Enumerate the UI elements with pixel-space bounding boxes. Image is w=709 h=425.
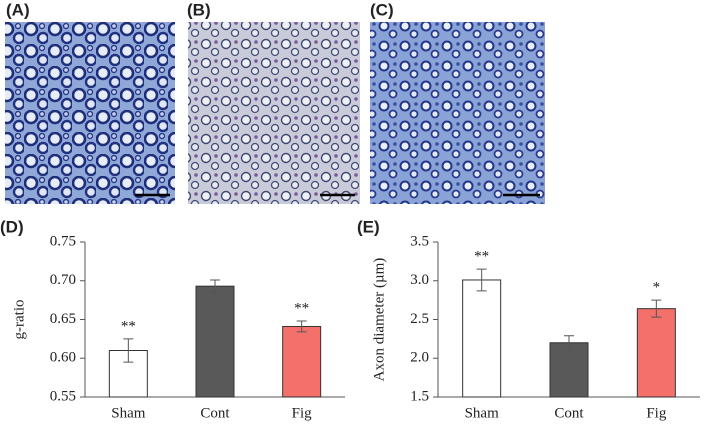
- micrograph-image: [5, 22, 175, 204]
- bar: [282, 325, 322, 398]
- error-bar: [651, 299, 662, 318]
- panel-label: (B): [187, 0, 211, 19]
- micrograph-b: (B): [187, 0, 360, 204]
- error-bar: [123, 338, 134, 363]
- y-tick-label: 0.60: [50, 350, 76, 366]
- y-tick-label: 3.5: [410, 233, 429, 249]
- significance-label: **: [121, 318, 136, 334]
- y-tick-label: 0.75: [50, 233, 76, 249]
- bar: [636, 308, 676, 398]
- micrograph-image: [188, 22, 360, 204]
- significance-label: **: [294, 300, 309, 316]
- y-tick-label: 3.0: [410, 272, 429, 288]
- micrograph-image: [370, 22, 545, 204]
- y-tick-label: 0.55: [50, 388, 76, 404]
- significance-label: **: [474, 249, 489, 265]
- significance-label: *: [653, 280, 661, 296]
- y-tick-label: 0.70: [50, 272, 76, 288]
- x-tick-label: Fig: [292, 405, 313, 421]
- bar: [549, 342, 589, 398]
- error-bar: [476, 268, 487, 292]
- panel-label: (D): [0, 217, 24, 236]
- y-axis-label: g-ratio: [11, 300, 27, 340]
- bar: [195, 285, 235, 398]
- panel-label: (C): [370, 0, 394, 19]
- error-bar: [564, 335, 574, 351]
- bar: [462, 279, 502, 398]
- panel-label: (A): [6, 0, 30, 19]
- x-tick-label: Sham: [465, 405, 500, 421]
- y-axis-label: Axon diameter (µm): [371, 258, 387, 382]
- error-bar: [210, 279, 220, 293]
- x-tick-label: Sham: [111, 405, 146, 421]
- y-tick-label: 0.65: [50, 311, 76, 327]
- panel-label: (E): [357, 217, 380, 236]
- x-tick-label: Cont: [554, 405, 584, 421]
- y-tick-label: 1.5: [410, 388, 429, 404]
- y-tick-label: 2.5: [410, 311, 429, 327]
- micrograph-c: (C): [370, 0, 545, 204]
- y-tick-label: 2.0: [410, 350, 429, 366]
- x-tick-label: Cont: [200, 405, 230, 421]
- error-bar: [296, 320, 307, 333]
- micrograph-a: (A): [5, 0, 175, 204]
- x-tick-label: Fig: [646, 405, 667, 421]
